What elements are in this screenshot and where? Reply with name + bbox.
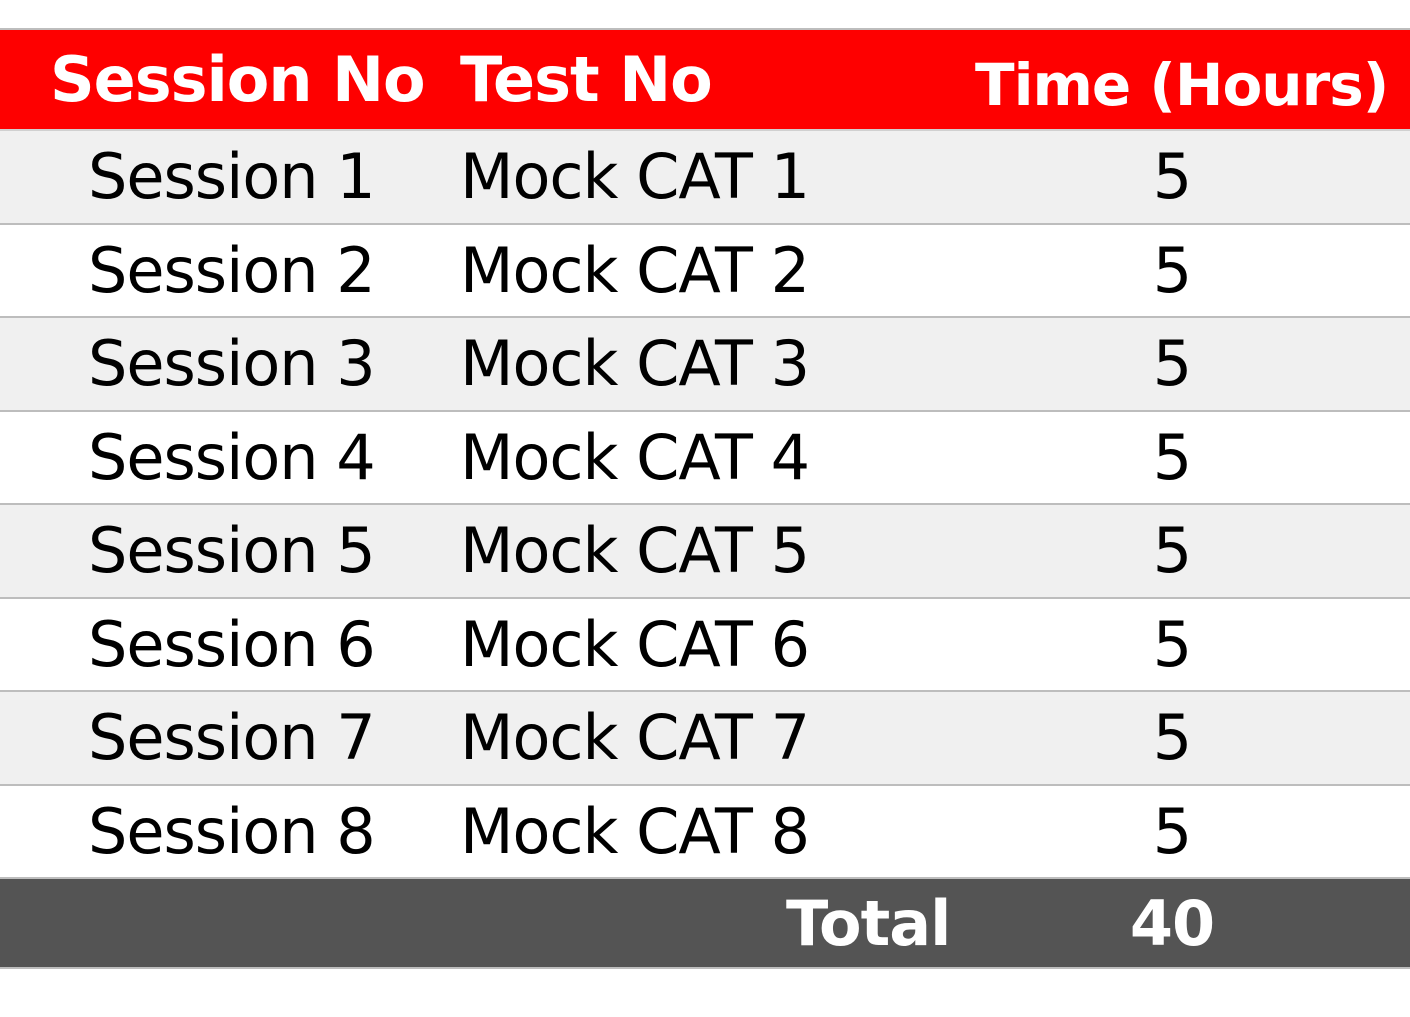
session-cell: Session 3 (88, 327, 376, 401)
time-cell: 5 (1152, 607, 1192, 681)
test-cell: Mock CAT 1 (460, 140, 810, 214)
header-time-hours: Time (Hours) (975, 50, 1389, 119)
time-cell: 5 (1152, 327, 1192, 401)
table-row: Session 6 Mock CAT 6 5 (0, 598, 1410, 692)
session-cell: Session 8 (88, 794, 376, 868)
time-cell: 5 (1152, 514, 1192, 588)
session-cell: Session 5 (88, 514, 376, 588)
test-cell: Mock CAT 7 (460, 701, 810, 775)
session-cell: Session 6 (88, 607, 376, 681)
header-test-no: Test No (460, 43, 713, 116)
test-cell: Mock CAT 3 (460, 327, 810, 401)
time-cell: 5 (1152, 420, 1192, 494)
test-cell: Mock CAT 6 (460, 607, 810, 681)
session-cell: Session 1 (88, 140, 376, 214)
session-cell: Session 2 (88, 233, 376, 307)
time-cell: 5 (1152, 140, 1192, 214)
test-cell: Mock CAT 2 (460, 233, 810, 307)
test-cell: Mock CAT 4 (460, 420, 810, 494)
total-row: Total 40 (0, 879, 1410, 969)
table-row: Session 5 Mock CAT 5 5 (0, 505, 1410, 599)
header-session-no: Session No (50, 43, 426, 116)
table-row: Session 3 Mock CAT 3 5 (0, 318, 1410, 412)
table-header-row: Session No Test No Time (Hours) (0, 30, 1410, 131)
table-row: Session 2 Mock CAT 2 5 (0, 224, 1410, 318)
total-label: Total (786, 886, 951, 960)
session-cell: Session 7 (88, 701, 376, 775)
table-row: Session 8 Mock CAT 8 5 (0, 785, 1410, 879)
time-cell: 5 (1152, 233, 1192, 307)
table-row: Session 4 Mock CAT 4 5 (0, 411, 1410, 505)
test-cell: Mock CAT 5 (460, 514, 810, 588)
time-cell: 5 (1152, 701, 1192, 775)
test-cell: Mock CAT 8 (460, 794, 810, 868)
schedule-table: Session No Test No Time (Hours) Session … (0, 28, 1410, 969)
table-row: Session 1 Mock CAT 1 5 (0, 131, 1410, 225)
session-cell: Session 4 (88, 420, 376, 494)
total-value: 40 (1129, 886, 1215, 960)
time-cell: 5 (1152, 794, 1192, 868)
table-row: Session 7 Mock CAT 7 5 (0, 692, 1410, 786)
